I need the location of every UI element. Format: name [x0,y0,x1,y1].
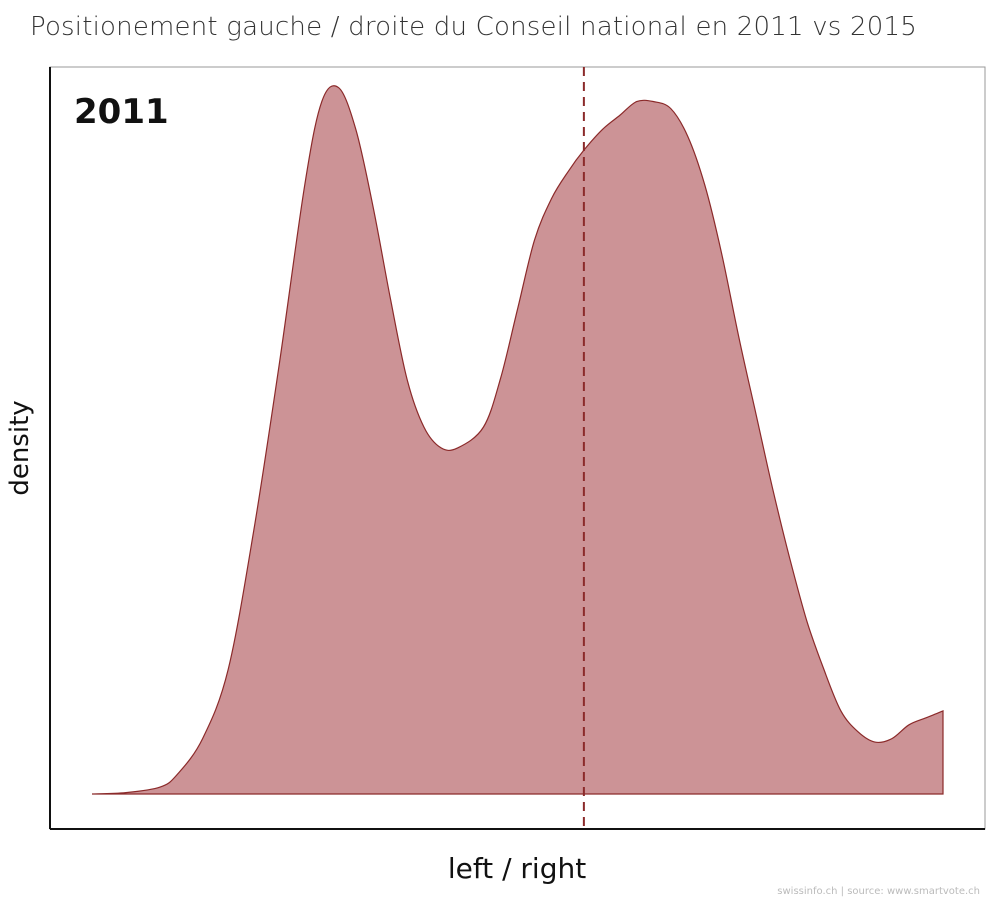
y-axis-label: density [5,400,35,496]
panel-label: 2011 [74,92,169,132]
density-area-0 [91,85,944,795]
source-note: swissinfo.ch | source: www.smartvote.ch [777,886,980,897]
x-axis-label: left / right [447,852,587,885]
chart-title: Positionement gauche / droite du Conseil… [30,12,917,42]
series-layer [91,67,944,829]
